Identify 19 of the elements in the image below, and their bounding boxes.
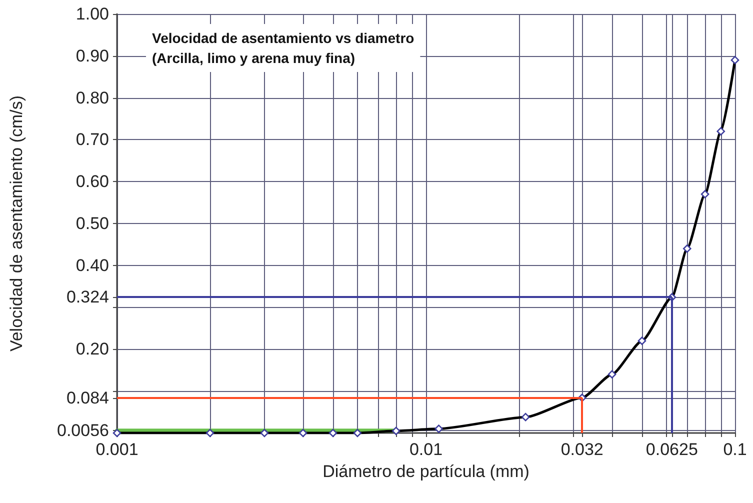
y-tick-label: 0.324 xyxy=(66,288,109,307)
y-axis-title: Velocidad de asentamiento (cm/s) xyxy=(7,95,26,352)
x-tick-label: 0.0625 xyxy=(646,440,698,459)
y-tick-label: 0.80 xyxy=(76,88,109,108)
y-tick-label: 1.00 xyxy=(76,4,109,24)
y-tick-label: 0.60 xyxy=(76,172,109,192)
y-tick-label: 0.084 xyxy=(66,388,109,408)
text: Velocidad de asentamiento vs diametro (Arcilla, limo y arena muy fina) xyxy=(152,30,414,66)
x-tick-label: 0.01 xyxy=(409,440,443,459)
y-tick-label: 0.50 xyxy=(76,214,109,233)
y-tick-label: 0.0056 xyxy=(57,421,109,440)
y-tick-label: 0.20 xyxy=(76,340,109,359)
y-tick-label: 0.40 xyxy=(76,256,109,275)
y-tick-label: 0.90 xyxy=(76,46,109,66)
x-tick-label: 0.032 xyxy=(560,440,604,459)
x-tick-label: 0.1 xyxy=(723,440,747,459)
x-axis-title: Diámetro de partícula (mm) xyxy=(322,462,530,481)
x-tick-label: 0.001 xyxy=(96,440,138,459)
y-tick-label: 0.70 xyxy=(76,130,109,150)
